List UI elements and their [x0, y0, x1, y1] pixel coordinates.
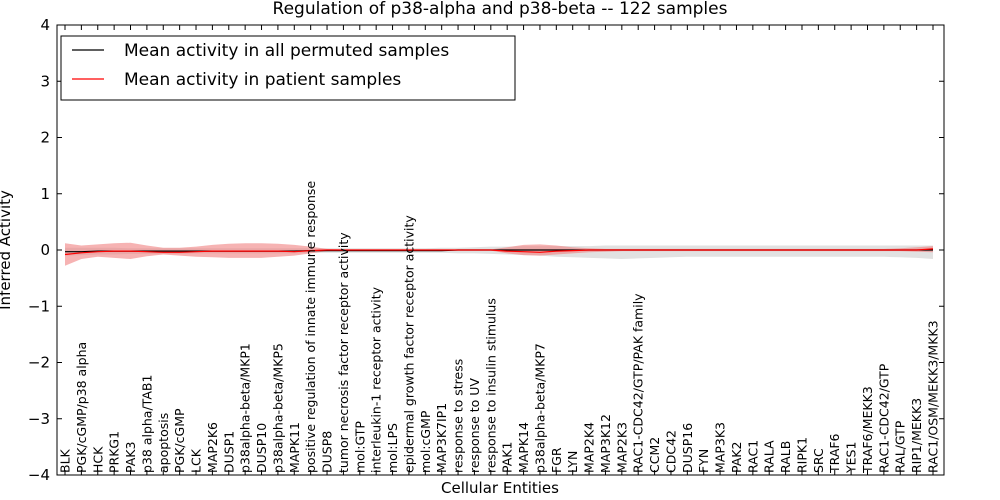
x-category-label: BLK	[58, 448, 73, 473]
x-category-label: RALA	[762, 440, 777, 473]
x-category-label: tumor necrosis factor receptor activity	[336, 232, 351, 473]
x-category-label: PGK/cGMP	[172, 408, 187, 473]
x-category-label: DUSP10	[254, 423, 269, 473]
y-tick-label: −3	[28, 410, 50, 428]
x-category-label: PRKG1	[107, 431, 122, 473]
x-category-label: LCK	[189, 448, 204, 473]
x-category-label: DUSP8	[320, 431, 335, 473]
x-category-label: PAK3	[123, 442, 138, 473]
y-tick-label: −4	[28, 466, 50, 484]
x-category-label: p38alpha-beta/MKP1	[238, 343, 253, 473]
y-tick-label: −2	[28, 354, 50, 372]
series-line-patient	[64, 248, 934, 256]
x-category-label: MAP2K3	[614, 422, 629, 473]
x-category-label: mol:GTP	[352, 421, 367, 473]
x-category-label: p38alpha-beta/MKP5	[270, 343, 285, 473]
x-category-label: MAPK11	[287, 422, 302, 473]
x-category-label: apoptosis	[156, 413, 171, 473]
chart-title: Regulation of p38-alpha and p38-beta -- …	[273, 0, 728, 19]
legend: Mean activity in all permuted samples Me…	[60, 35, 516, 101]
x-category-label: mol:cGMP	[418, 410, 433, 473]
x-category-label: p38alpha-beta/MKP7	[532, 343, 547, 473]
x-category-label: MAP3K3	[713, 422, 728, 473]
plot-area: −4 −3 −2 −1 0 1 2 3 4 BLK PGK/cGMP/p38 alpha HCK PRK…	[28, 16, 945, 484]
x-category-label: DUSP1	[221, 431, 236, 473]
x-category-label: MAPK14	[516, 422, 531, 473]
x-category-label: MAP2K6	[205, 422, 220, 473]
x-category-label: response to insulin stimulus	[483, 298, 498, 473]
x-category-label: CCM2	[647, 437, 662, 473]
x-category-label: RAC1/OSM/MEKK3/MKK3	[926, 320, 941, 473]
legend-box	[60, 35, 516, 101]
y-tick-label: 0	[40, 241, 50, 259]
x-category-label: YES1	[844, 442, 859, 474]
x-category-label: CDC42	[664, 430, 679, 473]
x-category-label: response to UV	[467, 378, 482, 473]
y-tick-label: 1	[40, 185, 50, 203]
x-category-label: RAC1-CDC42/GTP/PAK family	[631, 293, 646, 473]
x-category-label: HCK	[90, 446, 105, 473]
x-category-label: RIP1/MEKK3	[909, 398, 924, 473]
x-category-label: RALB	[778, 441, 793, 473]
x-category-label: FYN	[696, 449, 711, 473]
x-category-label: interleukin-1 receptor activity	[369, 286, 384, 473]
x-category-label: epidermal growth factor receptor activit…	[401, 215, 416, 473]
y-axis-label: Inferred Activity	[0, 190, 14, 310]
x-category-label: RAC1-CDC42/GTP	[876, 363, 891, 473]
y-tick-label: 3	[40, 72, 50, 90]
x-category-label: LYN	[565, 451, 580, 473]
x-category-label: RAC1	[745, 440, 760, 473]
x-category-label: PAK1	[500, 442, 515, 473]
x-category-label: TRAF6/MEKK3	[860, 386, 875, 474]
x-category-label: positive regulation of innate immune res…	[303, 181, 318, 473]
y-tick-label: −1	[28, 297, 50, 315]
x-category-label: TRAF6	[827, 433, 842, 474]
y-tick-label: 4	[40, 16, 50, 34]
x-category-label: RIPK1	[795, 437, 810, 473]
x-category-label: FGR	[549, 447, 564, 473]
x-category-label: p38 alpha/TAB1	[139, 375, 154, 473]
x-category-label: RAL/GTP	[893, 420, 908, 473]
x-category-label: response to stress	[451, 359, 466, 473]
legend-patient-label: Mean activity in patient samples	[124, 70, 401, 90]
legend-permuted-label: Mean activity in all permuted samples	[124, 41, 449, 61]
x-category-label: mol:LPS	[385, 423, 400, 473]
x-category-label: MAP3K12	[598, 414, 613, 473]
y-tick-label: 2	[40, 129, 50, 147]
band-patient	[65, 242, 933, 266]
x-category-label: MAP3K7IP1	[434, 403, 449, 473]
x-category-label: DUSP16	[680, 423, 695, 473]
x-category-label: PGK/cGMP/p38 alpha	[74, 342, 89, 473]
x-category-label: MAP2K4	[582, 422, 597, 473]
x-axis-label: Cellular Entities	[441, 479, 559, 497]
x-category-label: PAK2	[729, 442, 744, 473]
x-category-label: SRC	[811, 448, 826, 473]
